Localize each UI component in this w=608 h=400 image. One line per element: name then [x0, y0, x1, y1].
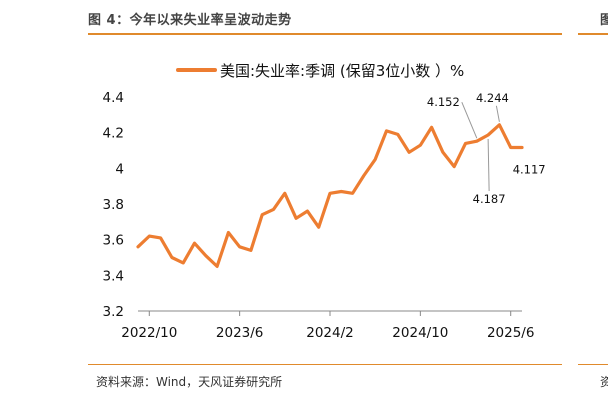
- source-note: 资料来源：Wind，天风证券研究所: [96, 375, 283, 389]
- x-tick-label: 2024/2: [306, 325, 354, 341]
- y-tick-label: 3.8: [103, 197, 124, 213]
- x-tick-label: 2024/10: [392, 325, 448, 341]
- callout-line: [495, 105, 500, 122]
- callout-line: [461, 102, 478, 139]
- adjacent-title-rule: [578, 33, 608, 35]
- y-tick-label: 3.6: [103, 233, 124, 249]
- y-tick-label: 4: [115, 161, 124, 177]
- data-label: 4.152: [427, 95, 460, 109]
- figure-title: 图 4：今年以来失业率呈波动走势: [88, 13, 292, 28]
- title-rule: [88, 33, 562, 35]
- adjacent-source-rule: [578, 364, 608, 365]
- x-tick-label: 2022/10: [121, 325, 177, 341]
- chart-legend: 美国:失业率:季调 (保留3位小数 ）%: [176, 62, 464, 80]
- data-label: 4.187: [473, 192, 506, 206]
- data-label: 4.117: [513, 162, 546, 176]
- adjacent-source-fragment: 资: [600, 375, 608, 389]
- series-line: [136, 123, 524, 268]
- y-tick-label: 3.4: [103, 268, 124, 284]
- source-rule: [88, 364, 562, 365]
- data-label: 4.244: [476, 91, 509, 105]
- x-tick-label: 2025/6: [487, 325, 535, 341]
- y-tick-label: 4.4: [103, 90, 124, 106]
- x-tick-label: 2023/6: [216, 325, 264, 341]
- legend-label: 美国:失业率:季调 (保留3位小数 ）%: [220, 62, 464, 80]
- y-tick-label: 4.2: [103, 126, 124, 142]
- callout-line: [487, 138, 490, 191]
- y-tick-label: 3.2: [103, 304, 124, 320]
- adjacent-figure-title-fragment: 图: [600, 13, 608, 28]
